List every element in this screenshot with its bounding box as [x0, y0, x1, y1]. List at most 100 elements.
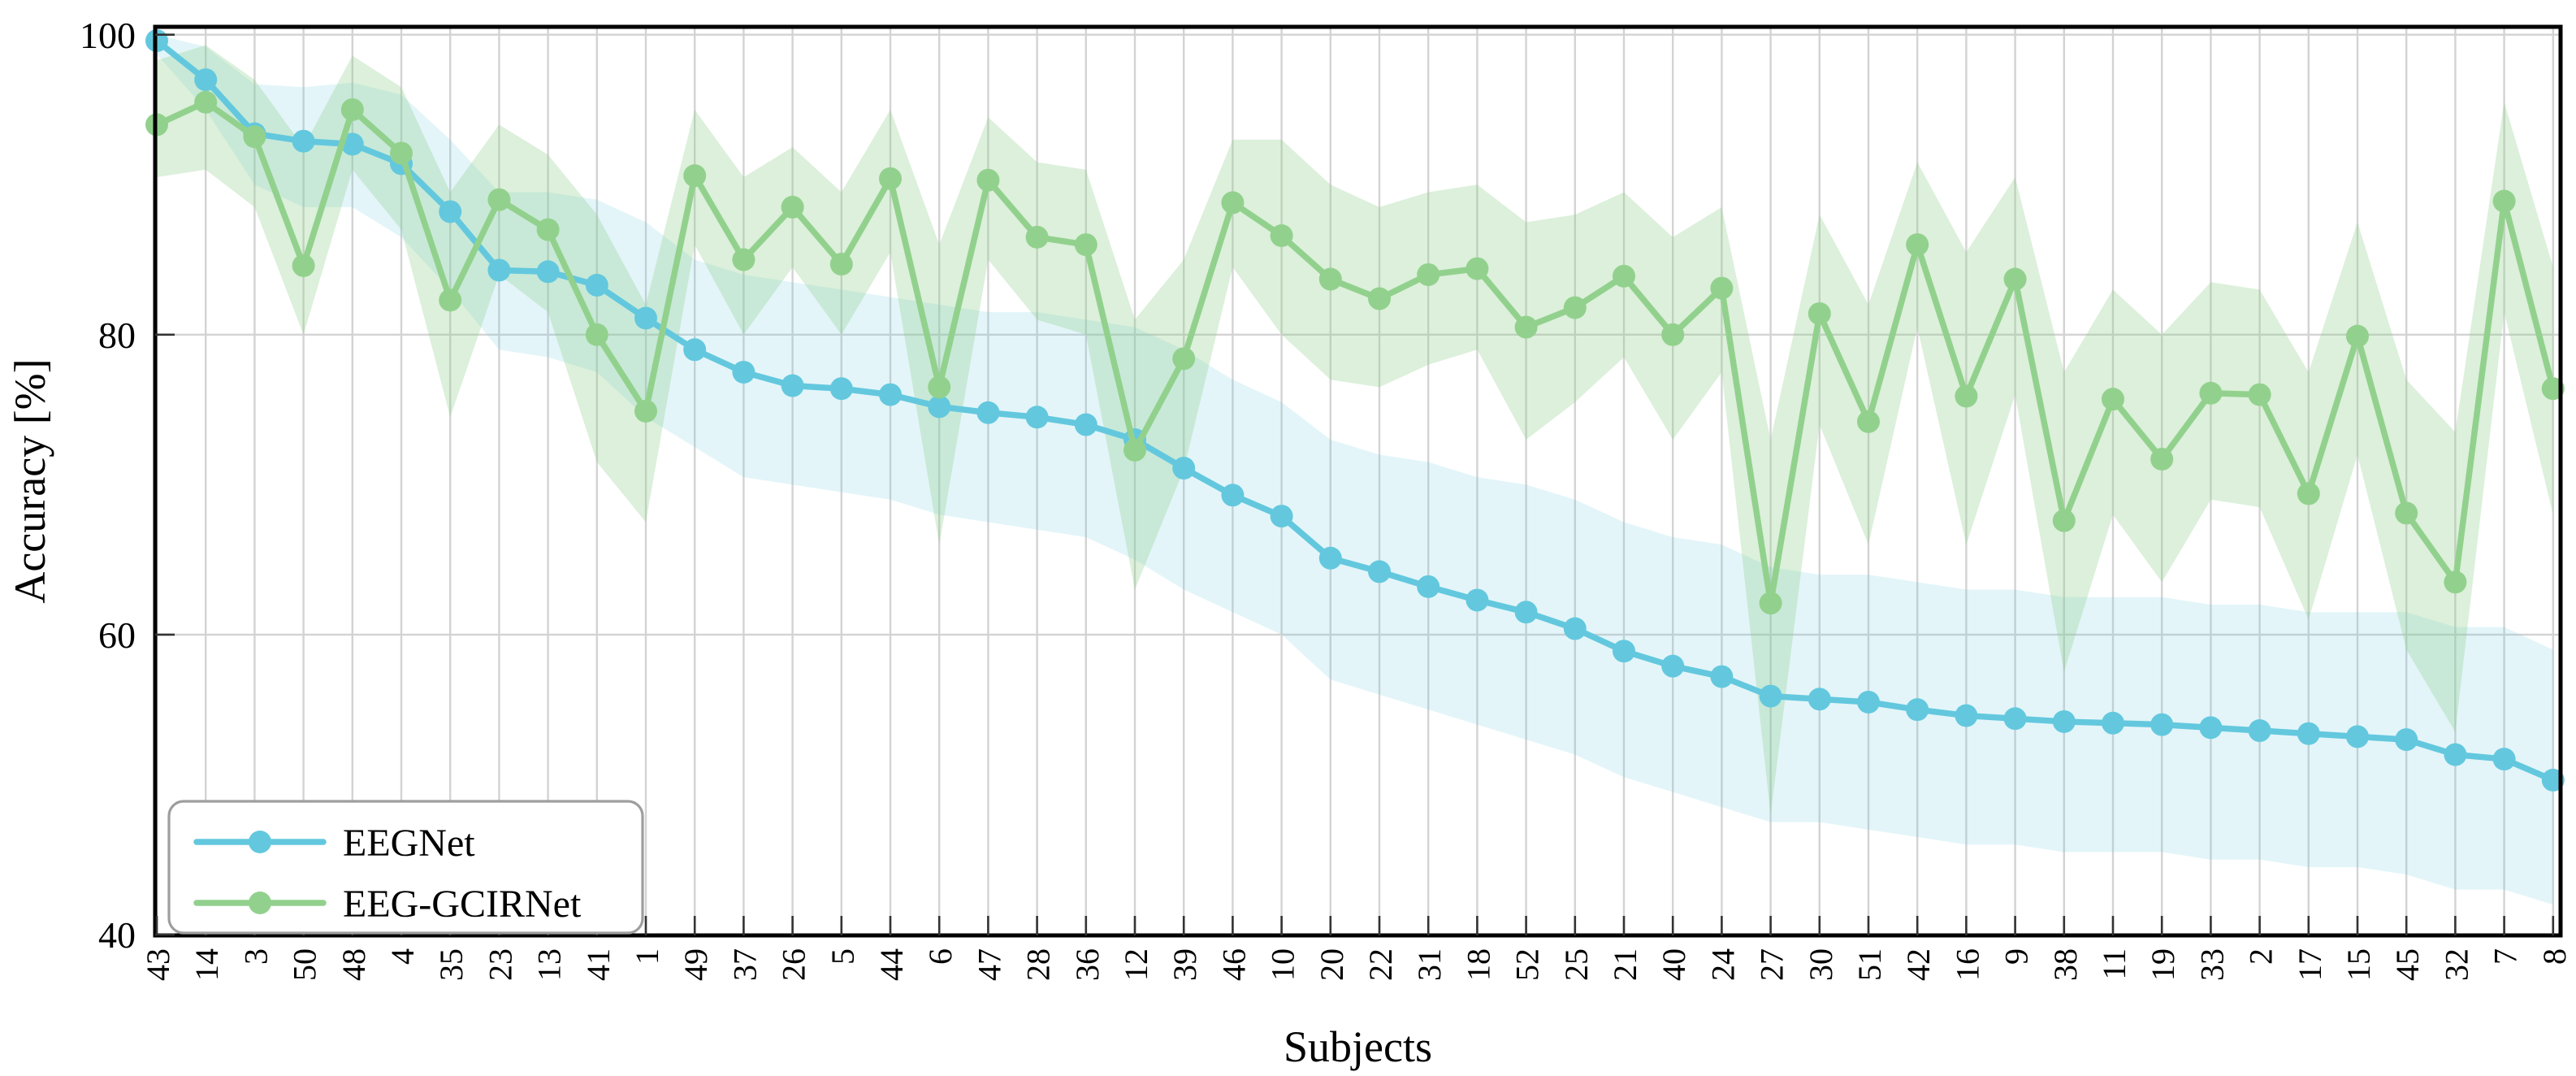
- marker-eeg-gcirnet: [781, 195, 804, 219]
- marker-eegnet: [2395, 728, 2418, 752]
- y-tick-label: 40: [98, 914, 136, 956]
- marker-eeg-gcirnet: [2199, 381, 2223, 405]
- marker-eeg-gcirnet: [1906, 233, 1929, 257]
- marker-eeg-gcirnet: [1613, 264, 1635, 288]
- confidence-bands: [157, 34, 2553, 905]
- x-tick-label: 27: [1754, 948, 1790, 981]
- marker-eeg-gcirnet: [1074, 233, 1098, 257]
- x-tick-label: 21: [1607, 948, 1643, 981]
- marker-eegnet: [1906, 698, 1929, 722]
- marker-eeg-gcirnet: [2395, 501, 2418, 525]
- x-tick-label: 11: [2096, 948, 2132, 980]
- x-tick-label: 49: [678, 948, 714, 981]
- marker-eeg-gcirnet: [536, 218, 560, 241]
- marker-eeg-gcirnet: [2297, 482, 2320, 505]
- marker-eeg-gcirnet: [1808, 302, 1831, 325]
- marker-eeg-gcirnet: [585, 323, 608, 346]
- marker-eegnet: [340, 132, 364, 156]
- marker-eegnet: [1466, 588, 1489, 612]
- marker-eegnet: [585, 273, 608, 297]
- marker-eegnet: [2297, 722, 2320, 745]
- x-tick-label: 37: [726, 948, 763, 981]
- marker-eeg-gcirnet: [2102, 388, 2124, 411]
- x-tick-label: 1: [629, 948, 665, 965]
- x-tick-label: 47: [971, 948, 1007, 981]
- marker-eegnet: [1710, 665, 1734, 688]
- marker-eegnet: [487, 258, 511, 282]
- legend-entry-eeg-gcirnet: EEG-GCIRNet: [193, 883, 582, 926]
- marker-eeg-gcirnet: [732, 248, 755, 271]
- x-tick-label: 43: [140, 948, 176, 981]
- x-tick-label: 45: [2389, 948, 2426, 981]
- x-tick-label: 17: [2292, 948, 2328, 981]
- axis-ticks: [155, 33, 2555, 936]
- marker-eeg-gcirnet: [1025, 225, 1049, 249]
- x-tick-label: 46: [1215, 948, 1252, 981]
- marker-eegnet: [1270, 505, 1293, 528]
- marker-eegnet: [1808, 688, 1831, 711]
- marker-eeg-gcirnet: [1368, 287, 1391, 310]
- marker-eeg-gcirnet: [2150, 447, 2174, 471]
- marker-eegnet: [1857, 690, 1880, 714]
- x-tick-label: 40: [1656, 948, 1692, 981]
- x-tick-label: 15: [2340, 948, 2377, 981]
- x-tick-label: 39: [1167, 948, 1203, 981]
- marker-eegnet: [439, 200, 462, 223]
- marker-eeg-gcirnet: [1466, 257, 1489, 280]
- marker-eegnet: [2102, 711, 2124, 735]
- marker-eegnet: [2052, 709, 2076, 733]
- x-tick-label: 42: [1900, 948, 1937, 981]
- marker-eegnet: [683, 338, 707, 362]
- marker-eegnet: [1759, 684, 1782, 708]
- marker-eeg-gcirnet: [1563, 296, 1587, 319]
- y-tick-label: 60: [98, 614, 136, 656]
- marker-eegnet: [732, 360, 755, 384]
- x-tick-label: 3: [237, 948, 274, 965]
- legend-label: EEGNet: [343, 822, 475, 865]
- plot-border: [153, 24, 2563, 938]
- marker-eegnet: [2003, 707, 2027, 731]
- marker-eegnet: [829, 377, 853, 401]
- y-tick-label: 100: [80, 15, 136, 56]
- legend-marker-sample: [249, 892, 271, 914]
- marker-eeg-gcirnet: [1710, 276, 1734, 300]
- x-tick-label: 7: [2487, 948, 2524, 965]
- marker-eegnet: [879, 383, 902, 406]
- marker-eeg-gcirnet: [1270, 223, 1293, 247]
- x-tick-label: 33: [2193, 948, 2230, 981]
- x-tick-label: 50: [287, 948, 323, 981]
- marker-eeg-gcirnet: [1172, 347, 1196, 371]
- legend: EEGNet EEG-GCIRNet: [167, 800, 644, 935]
- marker-eegnet: [634, 306, 657, 330]
- marker-eeg-gcirnet: [2444, 571, 2467, 594]
- marker-eeg-gcirnet: [1417, 262, 1440, 286]
- x-tick-label: 48: [336, 948, 372, 981]
- x-tick-label: 51: [1851, 948, 1888, 981]
- marker-eegnet: [2199, 716, 2223, 740]
- x-tick-label: 38: [2047, 948, 2084, 981]
- y-axis-title: Accuracy [%]: [6, 358, 54, 603]
- marker-eegnet: [1368, 560, 1391, 584]
- marker-eeg-gcirnet: [2248, 383, 2271, 406]
- x-tick-label: 5: [825, 948, 861, 965]
- x-tick-label: 9: [1998, 948, 2035, 965]
- marker-eegnet: [1955, 704, 1978, 727]
- marker-eegnet: [1318, 546, 1342, 570]
- marker-eeg-gcirnet: [683, 164, 707, 188]
- marker-eegnet: [1074, 413, 1098, 436]
- x-tick-label: 44: [873, 948, 910, 981]
- plot-frame: [153, 24, 2563, 938]
- legend-entry-eegnet: EEGNet: [193, 822, 475, 865]
- marker-eegnet: [536, 260, 560, 284]
- marker-eegnet: [194, 68, 218, 92]
- x-tick-label: 18: [1460, 948, 1496, 981]
- confidence-band-eeg-gcirnet: [157, 45, 2553, 815]
- x-tick-label: 28: [1020, 948, 1057, 981]
- x-tick-label: 13: [531, 948, 568, 981]
- x-tick-label: 31: [1411, 948, 1448, 981]
- legend-label: EEG-GCIRNet: [343, 883, 582, 926]
- marker-eeg-gcirnet: [2003, 267, 2027, 291]
- x-axis-title: Subjects: [1284, 1022, 1432, 1071]
- x-tick-label: 30: [1803, 948, 1839, 981]
